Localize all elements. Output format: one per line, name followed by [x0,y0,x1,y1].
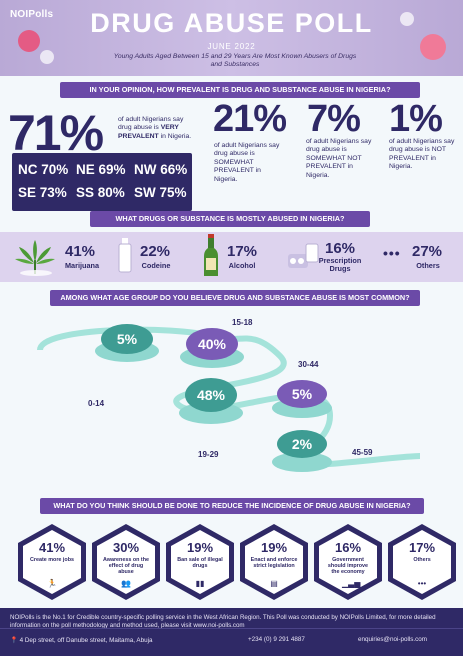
age-0-14-label: 0-14 [88,399,105,408]
codeine-label: Codeine [141,261,171,270]
solution-economy-pct: 16% [334,540,362,555]
question-3-bar: AMONG WHAT AGE GROUP DO YOU BELIEVE DRUG… [50,290,420,306]
footer-address-text: 4 Dep street, off Danube street, Maitama… [19,637,153,644]
not-prevalent-text: of adult Nigerians say drug abuse is NOT… [389,138,455,171]
solution-economy-label: Government should improve the economy [327,557,369,576]
age-45-59-base [272,452,332,472]
very-prevalent-pct: 71% [8,105,104,161]
solution-ban-sale-label: Ban sale of illegal drugs [177,557,223,570]
age-30-44-label: 30-44 [298,360,319,369]
solution-legislation: 19% Enact and enforce strict legislation… [240,524,308,600]
drug-bottles-icon: ▮▮ [195,579,205,588]
question-2-bar: WHAT DRUGS OR SUBSTANCE IS MOSTLY ABUSED… [90,211,370,227]
somewhat-not-prevalent-pct: 7% [307,98,361,140]
solution-jobs-label: Create more jobs [29,557,75,563]
marijuana-label: Marijuana [64,261,100,270]
solution-economy: 16% Government should improve the econom… [314,524,382,600]
noipolls-logo: NOIPolls [10,9,54,20]
solution-ban-sale: 19% Ban sale of illegal drugs ▮▮ [166,524,234,600]
solution-others-pct: 17% [408,540,436,555]
solution-ban-sale-pct: 19% [186,540,214,555]
page-title: DRUG ABUSE POLL [90,8,373,38]
header-banner: NOIPolls DRUG ABUSE POLL JUNE 2022 Young… [0,0,463,76]
region-ss: SS 80% [76,185,125,200]
age-0-14-pct: 5% [101,324,153,354]
very-prevalent-text-a: of adult Nigerians say drug abuse is [118,116,184,132]
age-30-44-pct: 5% [277,380,327,408]
somewhat-not-prevalent-text: of adult Nigerians say drug abuse is SOM… [306,138,372,179]
footer-phone: +234 (0) 9 291 4887 [248,636,305,643]
document-icon: ▤ [270,579,278,588]
age-group-chart: 5% 0-14 40% 15-18 48% 19-29 5% 30-44 2% … [0,306,463,486]
codeine-pct: 22% [140,243,171,260]
others-label: Others [416,261,440,270]
alcohol-pct: 17% [227,243,258,260]
poll-date: JUNE 2022 [207,42,256,51]
solution-others-label: Others [413,557,431,563]
decorative-tablet-icon [40,50,54,64]
others-pct: 27% [412,243,443,260]
drugs-panel: 41% Marijuana 22% Codeine 17% Alcohol 16… [0,232,463,282]
region-sw: SW 75% [134,185,187,200]
very-prevalent-text: of adult Nigerians say drug abuse is VER… [118,116,198,141]
solution-awareness-pct: 30% [112,540,140,555]
page-subtitle: Young Adults Aged Between 15 and 29 Year… [113,53,357,69]
age-19-29-label: 19-29 [198,450,219,459]
somewhat-prevalent-text: of adult Nigerians say drug abuse is SOM… [214,142,280,183]
region-nc: NC 70% [18,162,69,177]
solution-jobs: 41% Create more jobs 🏃 [18,524,86,600]
age-15-18-label: 15-18 [232,318,253,327]
prescription-label: Prescription Drugs [318,256,362,274]
alcohol-label: Alcohol [228,261,256,270]
region-nw: NW 66% [134,162,188,177]
footer-email[interactable]: enquiries@noi-polls.com [358,636,428,643]
solution-legislation-pct: 19% [260,540,288,555]
dots-icon: ••• [383,245,401,261]
location-pin-icon: 📍 [10,637,18,644]
question-4-bar: WHAT DO YOU THINK SHOULD BE DONE TO REDU… [40,498,424,514]
dots-icon: ••• [417,579,427,588]
age-45-59-pct: 2% [277,430,327,458]
growth-chart-icon: ▁▃▅ [342,579,361,588]
region-se: SE 73% [18,185,67,200]
people-icon: 👥 [121,579,131,588]
somewhat-prevalent-pct: 21% [213,98,287,140]
prescription-pct: 16% [325,240,356,257]
footer-divider [0,628,463,629]
decorative-tablet-icon [400,12,414,26]
footer-about: NOIPolls is the No.1 for Credible countr… [10,614,436,630]
age-19-29-pct: 48% [185,378,237,412]
very-prevalent-emphasis: VERY PREVALENT [118,124,179,140]
solution-jobs-pct: 41% [38,540,66,555]
solution-legislation-label: Enact and enforce strict legislation [250,557,298,570]
alcohol-bottle-icon [204,234,218,276]
marijuana-pct: 41% [65,243,96,260]
decorative-pill-icon [18,30,40,52]
age-45-59-label: 45-59 [352,448,373,457]
age-15-18-pct: 40% [186,328,238,360]
pills-icon [288,243,319,268]
decorative-pill-icon [420,34,446,60]
solution-awareness: 30% Awareness on the effect of drug abus… [92,524,160,600]
codeine-bottle-icon [118,238,132,273]
question-1-bar: IN YOUR OPINION, HOW PREVALENT IS DRUG A… [60,82,420,98]
footer-address: 📍 4 Dep street, off Danube street, Maita… [10,636,153,644]
footer: NOIPolls is the No.1 for Credible countr… [0,608,463,656]
very-prevalent-text-c: in Nigeria. [160,132,192,140]
solution-others: 17% Others ••• [388,524,456,600]
marijuana-leaf-icon [15,240,55,276]
solution-awareness-label: Awareness on the effect of drug abuse [102,557,150,576]
not-prevalent-pct: 1% [389,98,443,140]
region-ne: NE 69% [76,162,126,177]
regions-panel: NC 70% NE 69% NW 66% SE 73% SS 80% SW 75… [12,153,192,211]
running-person-icon: 🏃 [47,579,57,588]
